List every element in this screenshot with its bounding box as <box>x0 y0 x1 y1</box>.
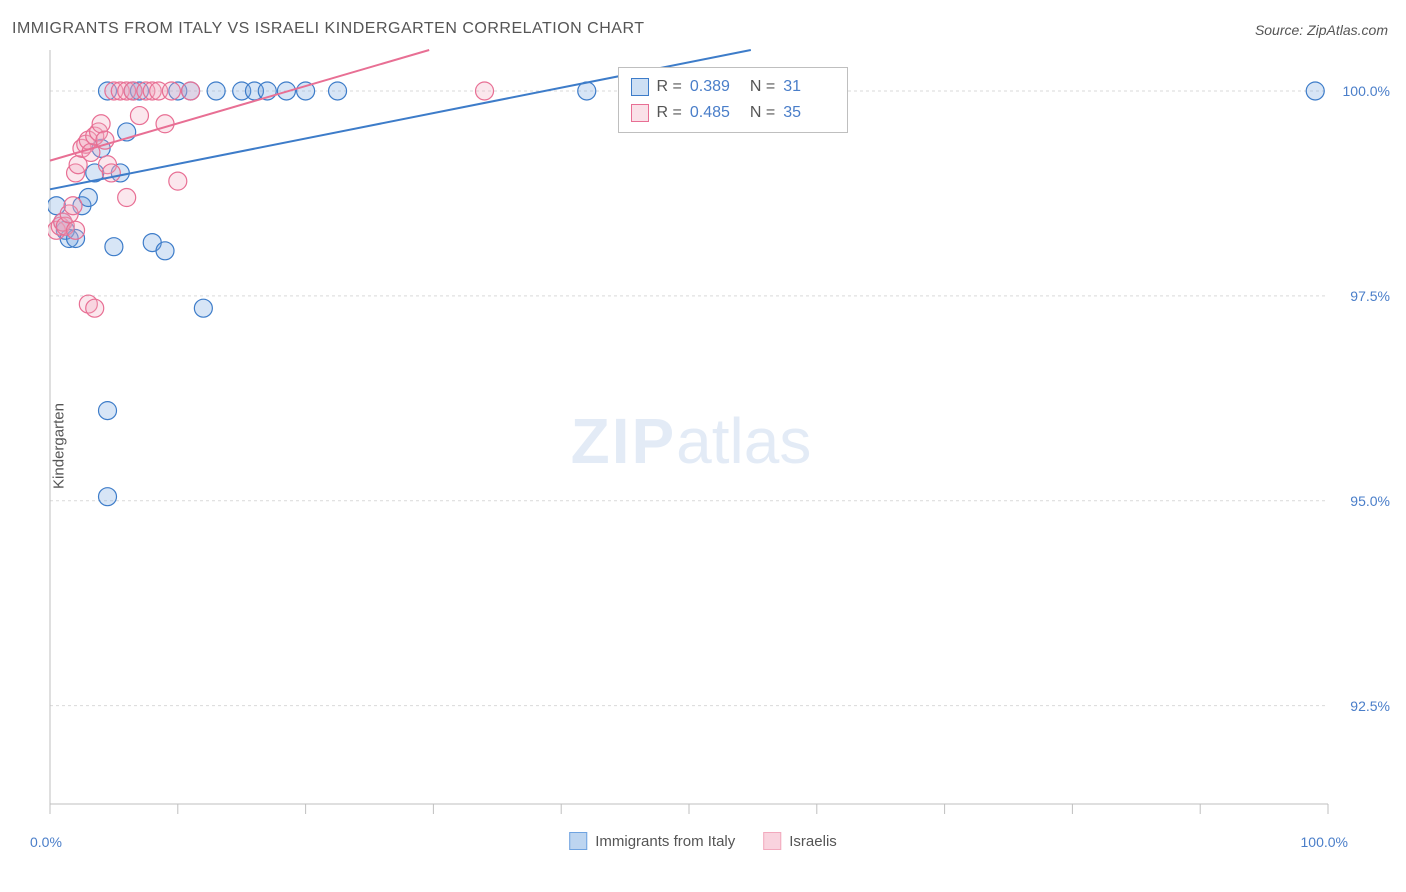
stats-N-value: 31 <box>783 74 835 100</box>
y-axis-tick-label: 100.0% <box>1343 83 1390 99</box>
stats-R-value: 0.389 <box>690 74 742 100</box>
bottom-legend: Immigrants from Italy Israelis <box>569 832 837 850</box>
y-axis-tick-label: 97.5% <box>1350 288 1390 304</box>
legend-item: Israelis <box>763 832 837 850</box>
stats-R-value: 0.485 <box>690 100 742 126</box>
x-axis-tick-start: 0.0% <box>30 834 62 850</box>
stats-row: R = 0.485 N = 35 <box>631 100 836 126</box>
source-label: Source: ZipAtlas.com <box>1255 22 1388 38</box>
scatter-plot-svg <box>48 48 1388 822</box>
stats-R-label: R = <box>657 74 682 100</box>
plot-area: ZIPatlas 92.5%95.0%97.5%100.0% R =0.389N… <box>48 48 1388 822</box>
y-axis-tick-label: 95.0% <box>1350 493 1390 509</box>
legend-item: Immigrants from Italy <box>569 832 735 850</box>
legend-swatch <box>569 832 587 850</box>
stats-N-label: N = <box>750 74 775 100</box>
stats-row: R = 0.389 N = 31 <box>631 74 836 100</box>
stats-R-label: R = <box>657 100 682 126</box>
legend-label: Israelis <box>789 833 837 850</box>
legend-label: Immigrants from Italy <box>595 833 735 850</box>
stats-N-value: 35 <box>783 100 835 126</box>
chart-title: IMMIGRANTS FROM ITALY VS ISRAELI KINDERG… <box>12 20 644 38</box>
stats-legend-box: R = 0.389 N = 31 R = 0.485 N = 35 <box>618 67 849 132</box>
stats-N-label: N = <box>750 100 775 126</box>
legend-swatch <box>763 832 781 850</box>
legend-swatch <box>631 104 649 122</box>
x-axis-tick-end: 100.0% <box>1301 834 1348 850</box>
y-axis-tick-label: 92.5% <box>1350 698 1390 714</box>
legend-swatch <box>631 78 649 96</box>
